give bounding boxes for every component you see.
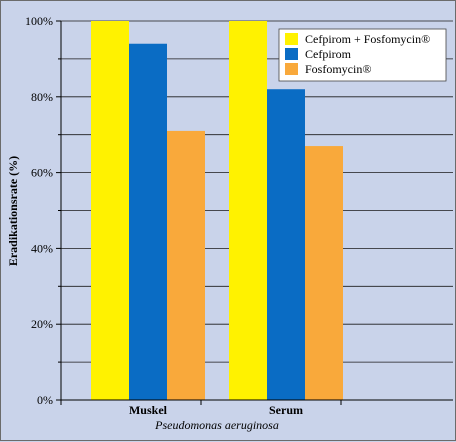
bars-group — [91, 21, 343, 401]
y-tick-label: 0% — [37, 393, 53, 407]
x-axis-title: Pseudomonas aeruginosa — [154, 418, 279, 432]
y-tick-label: 60% — [31, 166, 53, 180]
y-tick-labels: 0% 20% 40% 60% 80% 100% — [25, 14, 53, 407]
bar-serum-series-2 — [267, 89, 305, 400]
legend-label: Cefpirom — [305, 47, 352, 61]
legend-swatch — [285, 33, 298, 45]
y-tick-label: 40% — [31, 241, 53, 255]
x-category-label: Muskel — [129, 403, 168, 417]
bar-muskel-series-2 — [129, 43, 167, 401]
bar-muskel-series-3 — [167, 130, 205, 400]
y-tick-label: 100% — [25, 14, 53, 28]
legend: Cefpirom + Fosfomycin®CefpiromFosfomycin… — [278, 28, 447, 82]
x-category-label: Serum — [269, 403, 303, 417]
bar-serum-series-1 — [229, 21, 267, 400]
legend-box — [278, 28, 447, 82]
y-axis-title: Eradikationsrate (%) — [6, 156, 20, 266]
legend-label: Cefpirom + Fosfomycin® — [305, 32, 430, 46]
legend-swatch — [285, 48, 298, 60]
y-tick-label: 20% — [31, 317, 53, 331]
bar-muskel-series-1 — [91, 21, 129, 400]
axes-group — [56, 20, 453, 405]
legend-swatch — [285, 63, 298, 75]
x-category-labels: Muskel Serum — [129, 403, 303, 417]
legend-label: Fosfomycin® — [305, 62, 371, 76]
y-tick-label: 80% — [31, 90, 53, 104]
bar-serum-series-3 — [305, 146, 343, 400]
